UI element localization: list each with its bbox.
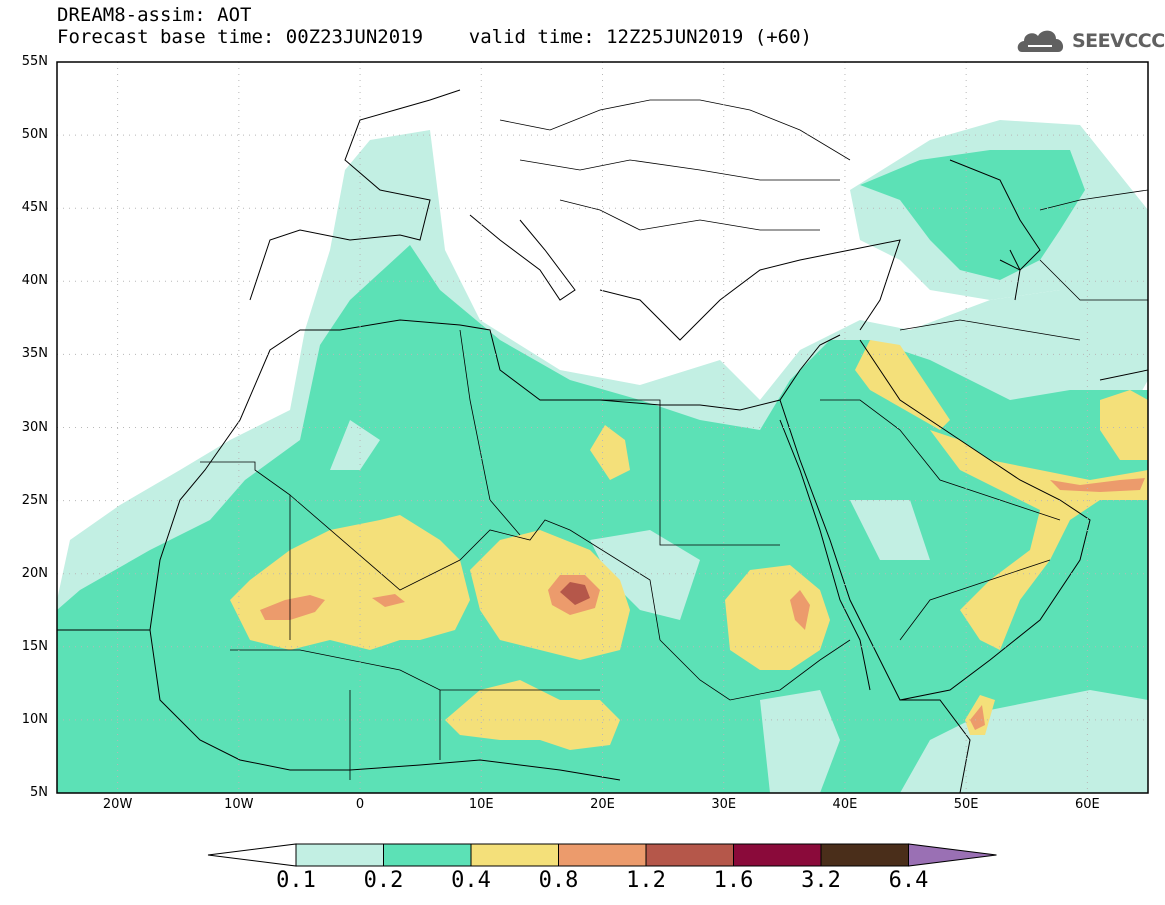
colorbar-label: 0.2	[363, 868, 404, 893]
aot-gap-0.1d	[850, 500, 930, 560]
aot-region-0.4-libya	[590, 425, 630, 480]
country-borders	[200, 99, 1148, 780]
colorbar-label: 0.1	[276, 868, 316, 893]
lat-tick-label: 45N	[21, 200, 48, 216]
lat-tick-label: 25N	[21, 492, 48, 508]
colorbar-label: 6.4	[888, 868, 929, 893]
forecast-time-line: Forecast base time: 00Z23JUN2019 valid t…	[57, 26, 812, 48]
aot-gap-0.1	[330, 420, 380, 470]
aot-region-0.8-niger	[372, 594, 405, 607]
colorbar-high-arrow	[908, 843, 997, 867]
lon-tick-label: 40E	[832, 797, 858, 812]
lat-tick-label: 55N	[21, 54, 48, 69]
colorbar	[207, 843, 997, 867]
colorbar-label: 1.6	[713, 868, 754, 893]
aot-region-0.4-south	[445, 680, 620, 750]
colorbar-label: 3.2	[801, 868, 841, 893]
aot-region-0.8-somalia	[970, 705, 985, 730]
colorbar-swatch	[383, 843, 472, 867]
colorbar-swatch	[645, 843, 734, 867]
aot-region-0.4-iraq	[855, 340, 950, 430]
lon-tick-label: 0	[355, 797, 365, 812]
lat-tick-label: 30N	[21, 419, 48, 435]
colorbar-swatch	[558, 843, 647, 867]
colorbar-low-arrow	[207, 843, 297, 867]
aot-gap-0.1b	[590, 530, 700, 620]
logo-text: SEEVCCC	[1072, 30, 1165, 52]
aot-region-0.8-mali	[260, 595, 325, 620]
lat-tick-label: 5N	[30, 785, 48, 800]
aot-region-0.8-sudan	[790, 590, 810, 630]
aot-region-0.4-iran	[1100, 390, 1148, 460]
lat-tick-label: 35N	[21, 346, 48, 362]
colorbar-label: 0.4	[451, 868, 491, 893]
lat-tick-label: 50N	[21, 127, 48, 143]
colorbar-swatch	[733, 843, 822, 867]
colorbar-label: 1.2	[626, 868, 666, 893]
lon-tick-label: 10W	[224, 797, 254, 812]
lon-tick-label: 20E	[590, 797, 615, 812]
lon-tick-label: 10E	[468, 797, 494, 812]
colorbar-label: 0.8	[538, 868, 579, 893]
colorbar-swatch	[820, 843, 909, 867]
aot-gap-0.1c	[760, 690, 840, 793]
lon-tick-label: 50E	[953, 797, 979, 812]
map-frame	[56, 61, 1149, 794]
lat-tick-label: 40N	[21, 273, 48, 289]
cloud-logo-icon	[1017, 30, 1064, 52]
map-title: DREAM8-assim: AOT	[57, 4, 252, 26]
colorbar-swatch	[470, 843, 559, 867]
colorbar-swatch	[295, 843, 384, 867]
coastlines	[57, 89, 1148, 793]
aot-region-0.8-gulf	[1050, 478, 1145, 492]
lat-tick-label: 20N	[21, 565, 48, 581]
lon-tick-label: 60E	[1074, 797, 1100, 812]
aot-region-0.4-sudan	[725, 565, 830, 670]
lon-tick-label: 20W	[102, 797, 133, 812]
aot-region-1.2-chad	[560, 582, 590, 605]
lat-tick-label: 15N	[21, 638, 48, 654]
lat-tick-label: 10N	[21, 711, 48, 727]
aot-region-0.2b	[860, 150, 1085, 280]
lon-tick-label: 30E	[711, 797, 737, 812]
